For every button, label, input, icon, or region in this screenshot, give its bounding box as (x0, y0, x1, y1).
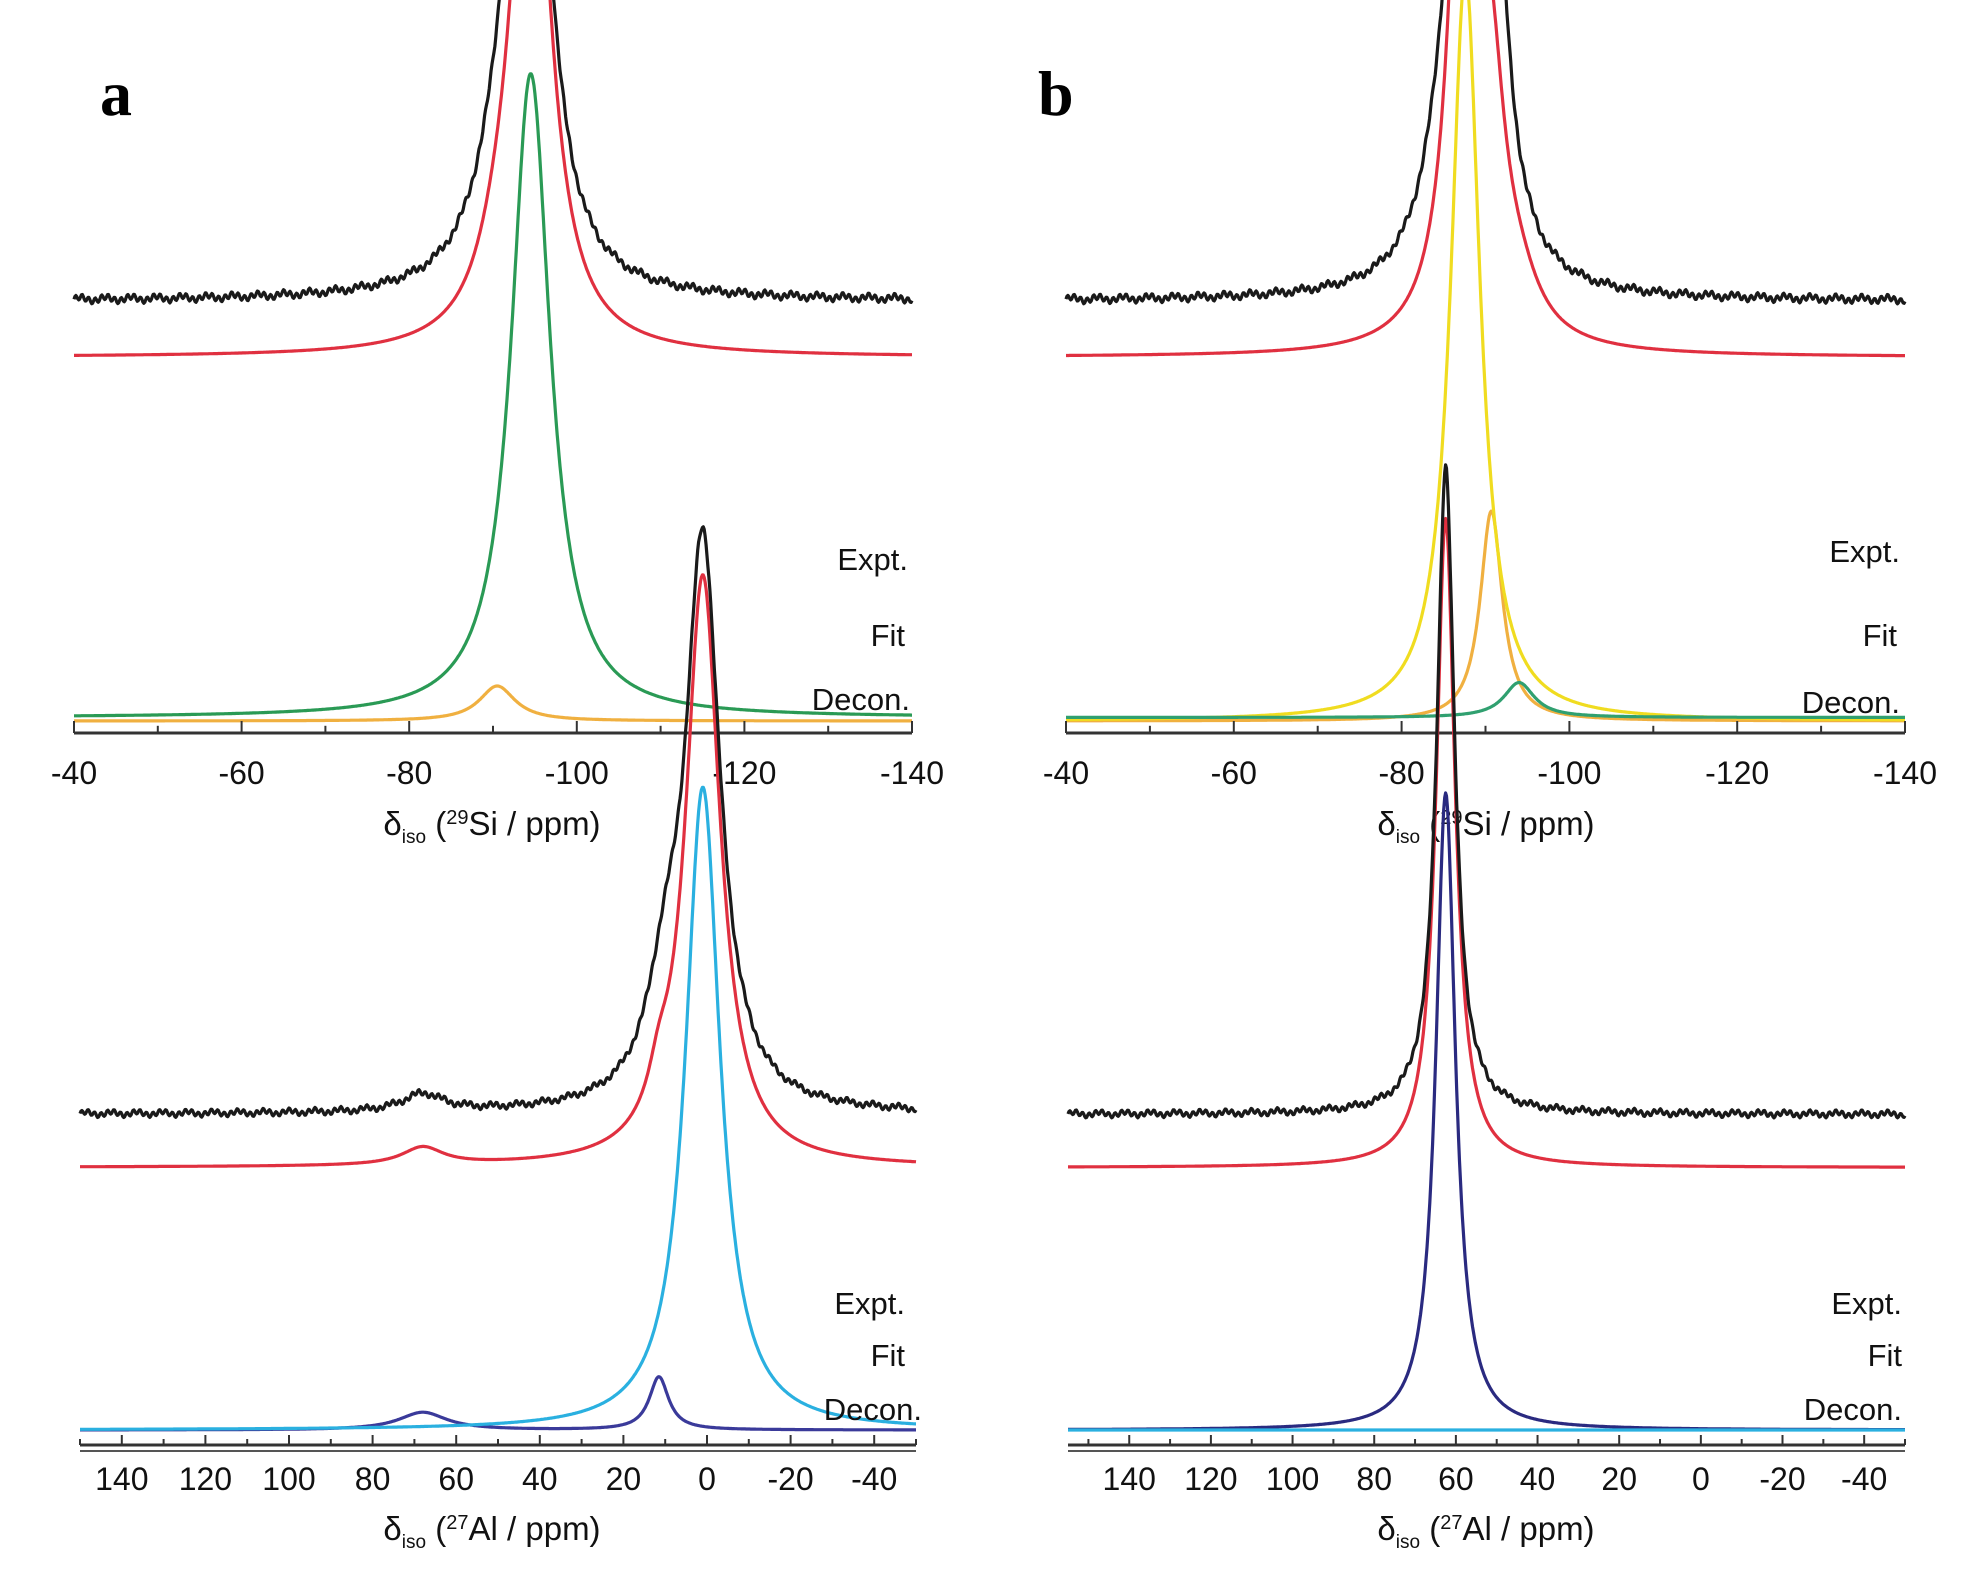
x-tick-label: 100 (262, 1461, 315, 1497)
x-axis-label: δiso (27Al / ppm) (1377, 1510, 1594, 1553)
x-tick-label: -40 (1043, 755, 1089, 791)
x-tick-label: 0 (698, 1461, 716, 1497)
series-line-fit (73, 0, 913, 357)
series-label-expt: Expt. (1831, 1286, 1902, 1321)
x-axis-label-sub: iso (402, 827, 426, 848)
x-axis-label-rest: Si / ppm) (469, 805, 601, 842)
x-tick-label: 40 (1520, 1461, 1556, 1497)
x-axis-label-main: δ (1377, 805, 1395, 842)
x-tick-label: 20 (1601, 1461, 1637, 1497)
plot-a-27al: 140 120 100 80 60 40 20 0 -20 -40Expt.FitDecon.δi… (78, 525, 922, 1553)
x-axis-label-sup: 27 (1440, 1512, 1462, 1534)
series-line-decon-minor (73, 684, 913, 723)
x-tick-label: -140 (1873, 755, 1937, 791)
series-line-decon-q4-0al (1065, 509, 1906, 723)
x-axis-label-main: δ (383, 1510, 401, 1547)
series-label-decon: Decon. (1804, 1392, 1902, 1427)
x-tick-label: 140 (95, 1461, 148, 1497)
x-tick-label: -40 (851, 1461, 897, 1497)
series-line-fit (1067, 516, 1906, 1169)
x-axis-label-sub: iso (1396, 1532, 1420, 1553)
x-axis-label-rest: Al / ppm) (1463, 1510, 1595, 1547)
x-axis-label-rest: Si / ppm) (1463, 805, 1595, 842)
x-tick-label: -100 (545, 755, 609, 791)
x-tick-label: -80 (1378, 755, 1424, 791)
plot-b-27al: 140 120 100 80 60 40 20 0 -20 -40Expt.FitDecon.δi… (1066, 463, 1907, 1553)
series-label-fit: Fit (871, 618, 906, 653)
x-axis-label-sub: iso (1396, 827, 1420, 848)
x-tick-label: -60 (218, 755, 264, 791)
x-axis-label-main: δ (1377, 1510, 1395, 1547)
x-tick-label: 140 (1103, 1461, 1156, 1497)
series-line-fit (1065, 0, 1906, 358)
x-tick-label: 120 (179, 1461, 232, 1497)
x-tick-label: -120 (712, 755, 776, 791)
series-line-decon (79, 785, 917, 1431)
x-tick-label: 120 (1184, 1461, 1237, 1497)
x-axis-label-open: ( (426, 805, 446, 842)
series-label-expt: Expt. (834, 1286, 905, 1321)
x-axis-label-open: ( (1420, 1510, 1440, 1547)
series-label-fit: Fit (1863, 618, 1898, 653)
x-axis-label-open: ( (426, 1510, 446, 1547)
series-line-decon (73, 72, 913, 718)
x-tick-label: 60 (1438, 1461, 1474, 1497)
series-label-fit: Fit (1868, 1338, 1903, 1373)
series-line-decon (1065, 680, 1906, 719)
plot-b-29si: -40 -60 -80 -100 -120 -140 Expt. Fit Decon. δiso … (1043, 0, 1937, 848)
x-tick-label: -120 (1705, 755, 1769, 791)
panel-letter-a: a (100, 58, 132, 129)
x-tick-label: 60 (438, 1461, 474, 1497)
x-tick-label: -60 (1211, 755, 1257, 791)
x-tick-label: -20 (1759, 1461, 1805, 1497)
series-line-expt (1064, 0, 1907, 306)
series-line-expt (1066, 463, 1907, 1120)
x-tick-label: -20 (767, 1461, 813, 1497)
x-axis-label-sub: iso (402, 1532, 426, 1553)
x-tick-label: 20 (606, 1461, 642, 1497)
series-label-expt: Expt. (837, 542, 908, 577)
series-label-decon: Decon. (1802, 685, 1900, 720)
x-axis-label-sup: 27 (446, 1512, 468, 1534)
series-line-expt (72, 0, 914, 306)
x-axis-label: δiso (29Si / ppm) (1377, 805, 1594, 848)
series-label-expt: Expt. (1829, 534, 1900, 569)
x-axis-label-main: δ (383, 805, 401, 842)
x-tick-label: 40 (522, 1461, 558, 1497)
x-tick-label: 80 (1356, 1461, 1392, 1497)
x-tick-label: -100 (1537, 755, 1601, 791)
x-axis-label: δiso (29Si / ppm) (383, 805, 600, 848)
x-axis-label-sup: 29 (446, 807, 468, 829)
x-tick-label: -80 (386, 755, 432, 791)
x-tick-label: 80 (355, 1461, 391, 1497)
x-tick-label: -40 (1841, 1461, 1887, 1497)
series-line-expt (78, 525, 918, 1120)
x-tick-label: -140 (880, 755, 944, 791)
series-label-decon: Decon. (824, 1392, 922, 1427)
plot-a-29si: -40 -60 -80 -100 -120 -140 Expt. Fit Decon. δiso … (51, 0, 944, 848)
series-label-fit: Fit (871, 1338, 906, 1373)
x-axis-label-open: ( (1420, 805, 1440, 842)
series-line-fit (79, 573, 917, 1169)
series-label-decon: Decon. (812, 682, 910, 717)
x-tick-label: 0 (1692, 1461, 1710, 1497)
x-axis-label-rest: Al / ppm) (469, 1510, 601, 1547)
panel-letter-b: b (1038, 58, 1074, 129)
x-tick-label: -40 (51, 755, 97, 791)
x-tick-label: 100 (1266, 1461, 1319, 1497)
x-axis-label: δiso (27Al / ppm) (383, 1510, 600, 1553)
